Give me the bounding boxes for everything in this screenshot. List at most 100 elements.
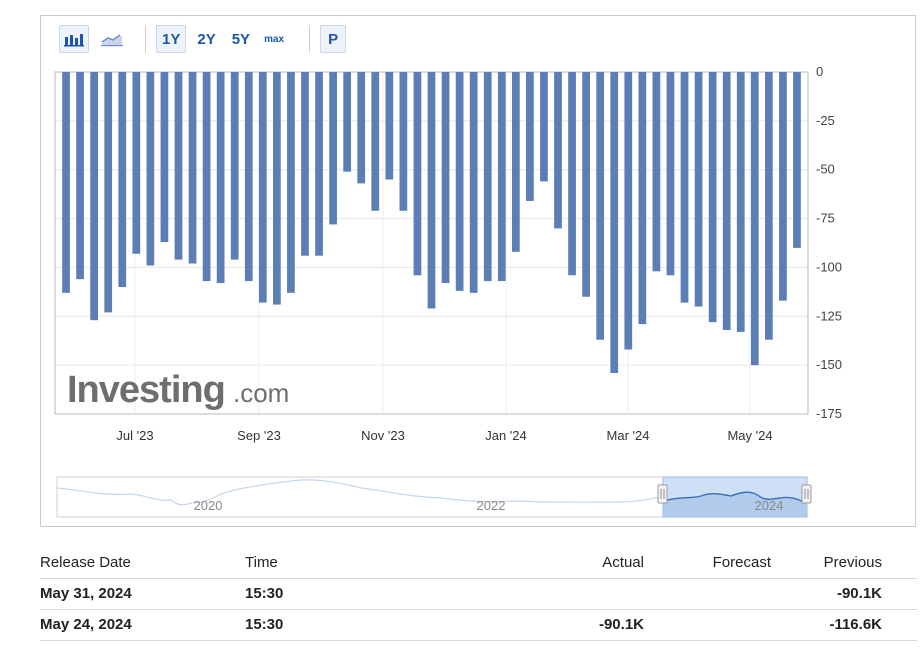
table-row: May 31, 2024 15:30 -90.1K [40, 579, 917, 610]
bar[interactable] [343, 72, 352, 172]
x-tick-label: Mar '24 [607, 428, 650, 443]
range-2y-button[interactable]: 2Y [197, 30, 216, 48]
bar[interactable] [413, 72, 422, 276]
bar[interactable] [174, 72, 183, 260]
watermark-suffix: .com [233, 378, 289, 408]
header-time[interactable]: Time [245, 554, 278, 571]
bar[interactable] [357, 72, 366, 184]
bar[interactable] [301, 72, 309, 256]
bar[interactable] [610, 72, 619, 373]
bar[interactable] [694, 72, 703, 307]
bar[interactable] [483, 72, 492, 282]
bar[interactable] [230, 72, 239, 260]
navigator-selection-line [662, 491, 808, 504]
header-release-date[interactable]: Release Date [40, 554, 131, 571]
bar[interactable] [427, 72, 436, 309]
bar[interactable] [764, 72, 773, 340]
bar[interactable] [385, 72, 394, 180]
bar[interactable] [76, 72, 84, 280]
bar[interactable] [146, 72, 155, 266]
bar[interactable] [132, 72, 141, 254]
bar[interactable] [736, 72, 745, 332]
bar[interactable] [469, 72, 478, 293]
line-chart-icon [101, 34, 123, 47]
range-5y-button[interactable]: 5Y [231, 30, 251, 48]
bar[interactable] [540, 72, 548, 182]
bar[interactable] [273, 72, 281, 305]
bar[interactable] [624, 72, 633, 350]
bar[interactable] [793, 72, 801, 248]
bar[interactable] [62, 72, 70, 293]
releases-table: Release Date Time Actual Forecast Previo… [40, 548, 917, 641]
bar[interactable] [582, 72, 590, 297]
bar[interactable] [638, 72, 647, 325]
header-forecast[interactable]: Forecast [712, 554, 771, 571]
y-tick-label: -50 [816, 162, 835, 177]
row-time: 15:30 [245, 585, 284, 602]
row-release-date: May 31, 2024 [40, 585, 132, 602]
row-time: 15:30 [245, 616, 284, 633]
header-actual[interactable]: Actual [602, 554, 644, 571]
bar[interactable] [554, 72, 562, 229]
y-tick-label: -150 [816, 357, 842, 372]
bar[interactable] [399, 72, 408, 211]
bar[interactable] [497, 72, 506, 282]
row-release-date: May 24, 2024 [40, 616, 132, 633]
p-button[interactable]: P [320, 25, 347, 53]
bar[interactable] [568, 72, 576, 276]
bar[interactable] [680, 72, 689, 303]
investing-watermark: Investing .com [67, 369, 289, 411]
y-tick-label: -25 [816, 113, 835, 128]
navigator-right-handle[interactable] [801, 484, 812, 504]
bar[interactable] [216, 72, 225, 284]
bar[interactable] [202, 72, 211, 282]
bar[interactable] [371, 72, 380, 211]
bar[interactable] [750, 72, 759, 366]
navigator-left-handle[interactable] [657, 484, 668, 504]
range-max-button[interactable]: max [264, 33, 285, 45]
navigator-year-label: 2024 [755, 498, 784, 513]
bar[interactable] [596, 72, 605, 340]
navigator[interactable]: 2020 2022 2024 [56, 476, 812, 518]
header-previous[interactable]: Previous [823, 554, 882, 571]
bar[interactable] [455, 72, 464, 291]
y-tick-label: -100 [816, 259, 842, 274]
bar[interactable] [287, 72, 295, 293]
bar[interactable] [526, 72, 534, 201]
toolbar-separator [309, 25, 311, 53]
bar[interactable] [722, 72, 731, 330]
bar[interactable] [160, 72, 169, 243]
bar[interactable] [666, 72, 675, 276]
bar[interactable] [315, 72, 323, 256]
chart-svg: 0 -25 -50 -75 -100 -125 -150 -175 Jul '23 Sep '2… [54, 64, 842, 518]
navigator-selection-area [663, 492, 807, 517]
table-header-row: Release Date Time Actual Forecast Previo… [40, 548, 917, 579]
bar[interactable] [118, 72, 127, 287]
chart-toolbar: 1Y 2Y 5Y max P [59, 24, 347, 54]
bar[interactable] [244, 72, 253, 282]
table-row: May 24, 2024 15:30 -90.1K -116.6K [40, 610, 917, 641]
x-tick-label: May '24 [727, 428, 772, 443]
x-axis: Jul '23 Sep '23 Nov '23 Jan '24 Mar '24 May '… [116, 428, 772, 443]
range-1y-button[interactable]: 1Y [156, 25, 187, 53]
bar[interactable] [441, 72, 450, 284]
y-tick-label: -75 [816, 211, 835, 226]
bar-chart-icon [64, 34, 84, 47]
bar[interactable] [511, 72, 520, 252]
bar[interactable] [188, 72, 197, 264]
bar[interactable] [708, 72, 717, 323]
bar[interactable] [258, 72, 267, 303]
bar[interactable] [90, 72, 99, 321]
y-tick-label: -125 [816, 308, 842, 323]
x-tick-label: Jul '23 [116, 428, 153, 443]
bar-chart-button[interactable] [59, 25, 89, 53]
bars-layer [62, 72, 801, 373]
row-actual: -90.1K [598, 616, 644, 633]
x-tick-label: Sep '23 [237, 428, 281, 443]
line-chart-button[interactable] [97, 25, 127, 53]
x-tick-label: Jan '24 [485, 428, 527, 443]
bar[interactable] [104, 72, 113, 313]
bar[interactable] [779, 72, 787, 301]
bar[interactable] [329, 72, 337, 225]
bar[interactable] [652, 72, 661, 272]
